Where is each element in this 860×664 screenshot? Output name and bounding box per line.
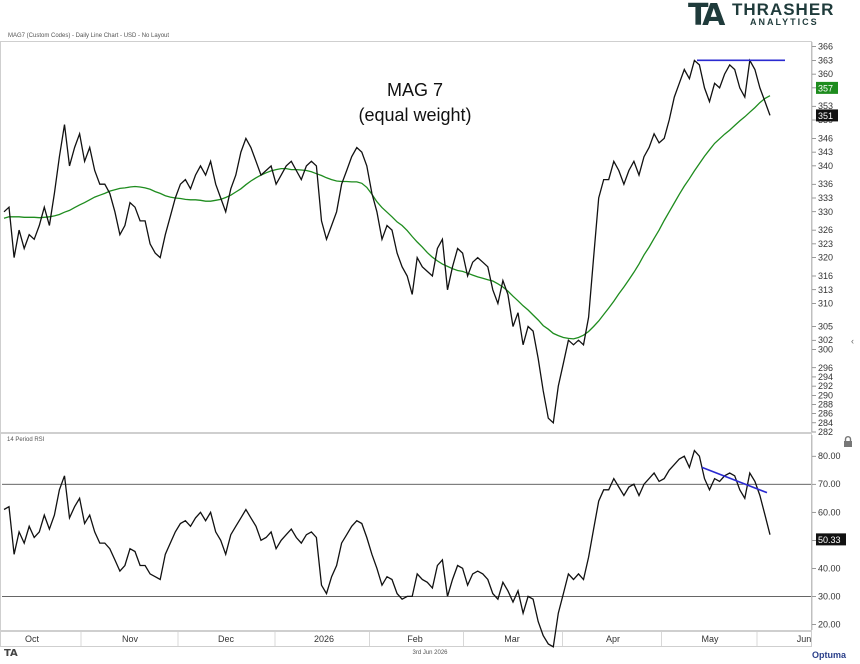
logo-mark: TA <box>688 0 725 33</box>
x-tick-label: Feb <box>407 634 423 644</box>
x-axis: Oct Nov Dec 2026 Feb Mar Apr May Jun <box>25 632 811 646</box>
price-tick-label: 336 <box>818 179 833 189</box>
rsi-panel-frame <box>0 433 812 631</box>
price-tick-label: 294 <box>818 372 833 382</box>
rsi-tick-label: 70.00 <box>818 479 841 489</box>
annotation-subtitle: (equal weight) <box>358 105 472 125</box>
footer-date: 3rd Jun 2026 <box>412 650 448 656</box>
moving-average-line <box>3 95 771 340</box>
x-tick-label: 2026 <box>314 634 334 644</box>
price-series <box>3 58 771 425</box>
last-value-labels: 357 351 50.33 <box>816 81 846 546</box>
price-last-value: 351 <box>818 111 833 121</box>
logo-subtitle: ANALYTICS <box>750 17 819 27</box>
x-tick-label: May <box>701 634 719 644</box>
x-tick-label: Apr <box>606 634 620 644</box>
price-axis: 3663633603573533503463433403363333303263… <box>811 42 833 437</box>
rsi-last-value: 50.33 <box>818 535 841 545</box>
footer-logo-mark: TA <box>4 648 18 659</box>
price-tick-label: 366 <box>818 42 833 52</box>
price-tick-label: 296 <box>818 363 833 373</box>
price-last-value-bg <box>816 109 838 122</box>
rsi-line <box>3 449 771 648</box>
price-tick-label: 302 <box>818 335 833 345</box>
thrasher-logo: TA THRASHER ANALYTICS <box>688 0 858 33</box>
optuma-logo: Optuma <box>812 650 847 660</box>
rsi-tick-label: 60.00 <box>818 507 841 517</box>
price-tick-label: 330 <box>818 207 833 217</box>
price-tick-label: 316 <box>818 271 833 281</box>
price-tick-label: 360 <box>818 69 833 79</box>
x-tick-label: Mar <box>504 634 520 644</box>
chart-header: MAG7 (Custom Codes) - Daily Line Chart -… <box>8 33 170 39</box>
price-tick-label: 340 <box>818 161 833 171</box>
x-axis-frame <box>0 631 812 647</box>
x-tick-label: Dec <box>218 634 235 644</box>
rsi-tick-label: 40.00 <box>818 563 841 573</box>
price-panel-frame <box>0 41 812 433</box>
x-tick-label: Nov <box>122 634 139 644</box>
price-tick-label: 346 <box>818 133 833 143</box>
price-line <box>3 58 771 425</box>
grid-lines <box>0 41 812 647</box>
rsi-reference-lines <box>2 483 811 597</box>
rsi-tick-label: 20.00 <box>818 619 841 629</box>
price-tick-label: 286 <box>818 409 833 419</box>
price-tick-label: 320 <box>818 253 833 263</box>
price-tick-label: 326 <box>818 225 833 235</box>
rsi-divergence-trendline <box>701 466 768 494</box>
x-tick-label: Jun <box>797 634 812 644</box>
price-tick-label: 288 <box>818 399 833 409</box>
price-tick-label: 284 <box>818 418 833 428</box>
price-tick-label: 305 <box>818 321 833 331</box>
logo-name: THRASHER <box>732 0 835 19</box>
rsi-panel-title: 14 Period RSI <box>7 437 45 443</box>
annotation-title: MAG 7 <box>386 80 443 100</box>
rsi-last-value-bg <box>816 533 846 546</box>
rsi-series <box>3 449 771 648</box>
price-tick-label: 300 <box>818 344 833 354</box>
price-tick-label: 290 <box>818 390 833 400</box>
rsi-tick-label: 80.00 <box>818 451 841 461</box>
price-tick-label: 363 <box>818 55 833 65</box>
price-tick-label: 310 <box>818 299 833 309</box>
lock-icon[interactable] <box>843 436 853 447</box>
price-tick-label: 282 <box>818 427 833 437</box>
ma-last-value: 357 <box>818 83 833 93</box>
price-tick-label: 353 <box>818 101 833 111</box>
price-tick-label: 343 <box>818 147 833 157</box>
price-tick-label: 292 <box>818 381 833 391</box>
x-tick-label: Oct <box>25 634 40 644</box>
price-tick-label: 333 <box>818 193 833 203</box>
rsi-tick-label: 30.00 <box>818 591 841 601</box>
price-tick-label: 313 <box>818 285 833 295</box>
ma-last-value-bg <box>816 81 838 94</box>
collapse-arrow-icon[interactable]: ‹ <box>851 336 854 346</box>
price-tick-label: 323 <box>818 239 833 249</box>
trend-lines <box>697 59 785 494</box>
